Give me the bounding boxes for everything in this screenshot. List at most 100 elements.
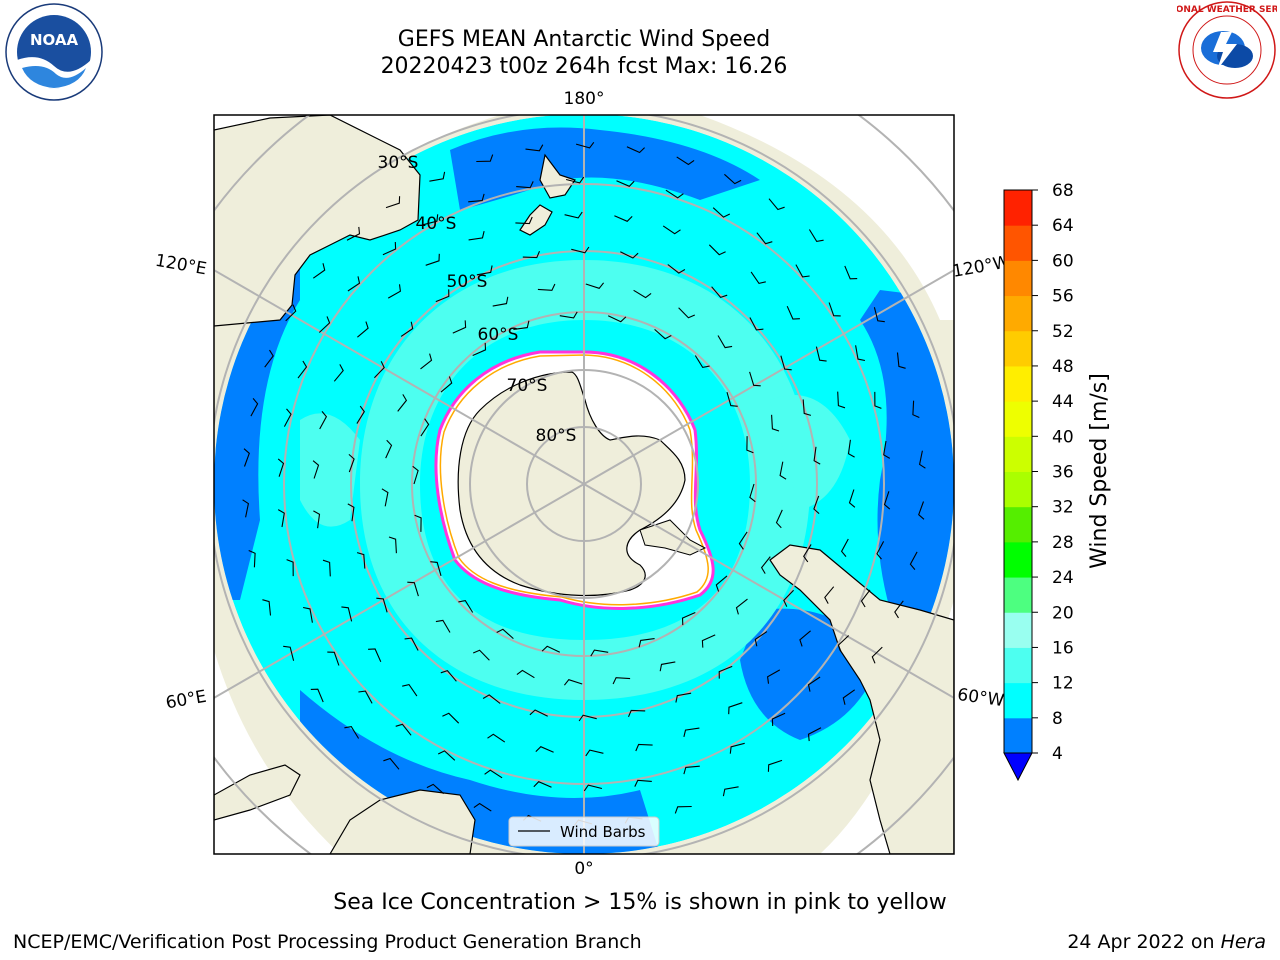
colorbar-extend-arrow bbox=[1003, 752, 1033, 782]
wind-barb bbox=[874, 391, 882, 409]
wind-barb bbox=[786, 305, 800, 320]
colorbar-segment bbox=[1004, 541, 1032, 578]
wind-barb bbox=[756, 232, 773, 245]
wind-barb bbox=[883, 491, 891, 510]
colorbar-segment bbox=[1004, 401, 1032, 437]
wind-barb bbox=[807, 727, 822, 742]
wind-barb bbox=[313, 510, 321, 529]
colorbar-tick-label: 48 bbox=[1052, 357, 1074, 377]
wind-barb bbox=[722, 786, 739, 797]
wind-barb bbox=[815, 346, 827, 362]
wind-barb bbox=[694, 355, 710, 369]
wind-barb bbox=[395, 723, 412, 736]
wind-barb bbox=[860, 589, 871, 608]
wind-barb bbox=[250, 398, 259, 417]
wind-barb bbox=[563, 679, 583, 686]
colorbar-segment bbox=[1004, 506, 1032, 543]
wind-barb bbox=[634, 779, 652, 787]
wind-barb bbox=[357, 321, 369, 338]
colorbar-label: Wind Speed [m/s] bbox=[1087, 373, 1112, 569]
wind-barb bbox=[496, 628, 514, 640]
colorbar-tick-label: 64 bbox=[1052, 216, 1074, 236]
wind-barb bbox=[616, 180, 635, 187]
wind-barb bbox=[749, 371, 761, 387]
wind-barb bbox=[484, 769, 503, 779]
wind-barb bbox=[420, 418, 430, 437]
wind-barb bbox=[435, 619, 451, 633]
wind-barb bbox=[423, 214, 439, 226]
wind-barb bbox=[583, 784, 603, 792]
wind-barb bbox=[283, 408, 292, 427]
map-frame bbox=[213, 114, 955, 855]
noaa-logo: NOAA bbox=[5, 3, 103, 101]
colorbar-tick-label: 56 bbox=[1052, 287, 1074, 307]
wind-barb bbox=[277, 509, 285, 528]
wind-barb bbox=[248, 549, 256, 568]
wind-barb bbox=[525, 144, 544, 152]
chart-title: GEFS MEAN Antarctic Wind Speed bbox=[397, 27, 771, 52]
wind-barb bbox=[775, 509, 783, 529]
wind-barb bbox=[440, 669, 457, 682]
wind-barb bbox=[468, 193, 485, 203]
wind-barb bbox=[612, 677, 631, 685]
wind-barb bbox=[476, 154, 494, 163]
wind-barb bbox=[848, 489, 856, 508]
noaa-logo-text: NOAA bbox=[30, 31, 79, 49]
wind-barb bbox=[840, 538, 849, 557]
wind-barb bbox=[344, 725, 360, 739]
wind-barb bbox=[537, 283, 556, 291]
wind-barb bbox=[824, 586, 835, 604]
wind-barb bbox=[243, 448, 250, 467]
colorbar-tick-label: 20 bbox=[1052, 603, 1074, 623]
wind-barb bbox=[813, 495, 820, 515]
wind-barb bbox=[381, 488, 389, 507]
wind-barb bbox=[516, 669, 535, 679]
wind-barb bbox=[400, 321, 414, 337]
wind-barb bbox=[472, 649, 490, 661]
colorbar-tick-label: 68 bbox=[1052, 181, 1074, 201]
wind-barb bbox=[571, 246, 590, 254]
wind-barb bbox=[718, 665, 733, 679]
wind-barb bbox=[368, 648, 382, 663]
wind-barb bbox=[779, 461, 787, 480]
wind-barb bbox=[813, 446, 821, 465]
lat-label-50s: 50°S bbox=[447, 272, 488, 292]
wind-barb bbox=[871, 646, 883, 664]
wind-barb bbox=[429, 171, 446, 182]
new-zealand-landmass bbox=[519, 153, 576, 236]
wind-barb bbox=[312, 460, 320, 479]
wind-barb bbox=[683, 765, 700, 775]
wind-barb bbox=[876, 541, 885, 560]
colorbar-segment bbox=[1004, 225, 1032, 261]
wind-barb bbox=[286, 559, 294, 577]
wind-barb bbox=[382, 241, 397, 256]
wind-barb bbox=[346, 226, 361, 241]
colorbar-tick-label: 40 bbox=[1052, 427, 1074, 447]
wind-barb bbox=[844, 265, 858, 280]
africa-landmass bbox=[329, 789, 476, 854]
wind-barb bbox=[327, 651, 340, 666]
colorbar-tick-label: 4 bbox=[1052, 744, 1063, 764]
colorbar-segment bbox=[1004, 612, 1032, 648]
wind-barb bbox=[374, 361, 385, 379]
wind-barb bbox=[376, 597, 388, 613]
colorbar-segment bbox=[1004, 295, 1032, 332]
wind-barb bbox=[425, 253, 440, 266]
wind-barb bbox=[458, 599, 474, 613]
wind-barb bbox=[522, 250, 541, 259]
wind-barb bbox=[681, 611, 696, 626]
wind-barb bbox=[607, 315, 627, 323]
wind-barb bbox=[620, 251, 639, 259]
colorbar-tick-label: 28 bbox=[1052, 533, 1074, 553]
wind-barb bbox=[476, 265, 493, 276]
wind-barb bbox=[442, 712, 460, 724]
colorbar-segment bbox=[1004, 190, 1032, 226]
wind-barb bbox=[802, 399, 812, 416]
colorbar-segment bbox=[1004, 260, 1032, 297]
wind-barb bbox=[767, 759, 783, 772]
colorbar-tick-label: 8 bbox=[1052, 709, 1063, 729]
wind-barb bbox=[404, 637, 419, 651]
wind-barb bbox=[482, 694, 501, 704]
colorbar-segment bbox=[1004, 471, 1032, 508]
wind-barb bbox=[795, 264, 810, 278]
